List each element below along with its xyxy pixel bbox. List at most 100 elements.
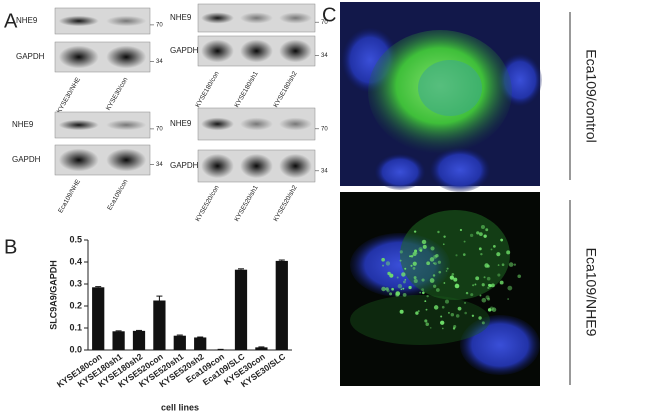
- speckle: [433, 305, 439, 310]
- x-axis-label: cell lines: [161, 402, 199, 412]
- speckle: [429, 327, 432, 329]
- speckle: [386, 289, 390, 293]
- y-tick-label: 0.0: [69, 344, 82, 354]
- bar: [112, 331, 125, 350]
- speckle: [421, 278, 425, 282]
- speckle: [507, 298, 510, 300]
- speckle: [400, 288, 403, 291]
- speckle: [485, 228, 489, 232]
- speckle: [409, 255, 412, 258]
- speckle: [429, 278, 435, 283]
- speckle: [385, 261, 391, 266]
- speckle: [408, 285, 412, 290]
- speckle: [426, 261, 431, 266]
- speckle: [484, 263, 489, 268]
- blot-band: [201, 12, 234, 24]
- marker-label: 34: [156, 59, 163, 65]
- speckle: [491, 283, 495, 288]
- bar: [92, 287, 105, 350]
- blot-band: [58, 148, 99, 172]
- speckle: [385, 287, 389, 291]
- speckle: [481, 283, 485, 287]
- bar: [153, 300, 166, 350]
- band-label: GAPDH: [16, 52, 45, 61]
- lane-label: KYSE520/sh2: [272, 184, 298, 223]
- speckle: [517, 274, 522, 279]
- speckle: [483, 234, 487, 238]
- speckle: [412, 261, 417, 266]
- speckle: [488, 283, 491, 287]
- speckle: [437, 260, 441, 264]
- blot-band: [58, 119, 99, 131]
- speckle: [450, 312, 455, 317]
- speckle: [440, 320, 445, 325]
- speckle: [381, 257, 385, 262]
- bar: [234, 269, 248, 350]
- speckle: [487, 297, 491, 301]
- speckle: [415, 311, 419, 315]
- speckle: [446, 267, 449, 270]
- speckle: [424, 300, 427, 303]
- lane-label: KYSE520/sh1: [233, 184, 259, 223]
- speckle: [508, 262, 514, 267]
- speckle: [499, 280, 504, 285]
- blot-band: [279, 39, 312, 63]
- image-label: Eca109/control: [583, 49, 599, 142]
- speckle: [500, 238, 504, 242]
- speckle: [435, 288, 440, 292]
- speckle: [497, 273, 501, 277]
- speckle: [402, 287, 405, 290]
- speckle: [453, 277, 458, 282]
- speckle: [443, 282, 446, 284]
- speckle: [429, 257, 435, 262]
- speckle: [478, 247, 482, 251]
- speckle: [433, 254, 437, 259]
- speckle: [455, 314, 460, 318]
- speckle: [432, 262, 435, 265]
- lane-label: KYSE180/sh1: [233, 70, 259, 109]
- blot-band: [240, 12, 273, 24]
- speckle: [481, 321, 485, 325]
- band-label: GAPDH: [170, 161, 199, 170]
- marker-label: 34: [321, 168, 328, 174]
- y-tick-label: 0.3: [69, 278, 82, 288]
- speckle: [396, 276, 399, 279]
- marker-label: 70: [156, 22, 163, 28]
- speckle: [414, 249, 418, 253]
- band-label: NHE9: [170, 119, 192, 128]
- blot-band: [240, 117, 273, 131]
- speckle: [478, 316, 482, 320]
- speckle: [506, 250, 511, 255]
- speckle: [440, 315, 443, 318]
- speckle: [421, 288, 425, 292]
- speckle: [389, 292, 393, 296]
- speckle: [485, 295, 490, 300]
- speckle: [475, 276, 480, 281]
- speckle: [462, 253, 466, 257]
- speckle: [513, 263, 517, 266]
- blot-band: [240, 39, 273, 63]
- speckle: [449, 275, 455, 280]
- speckle: [399, 309, 404, 314]
- blot-band: [106, 45, 147, 69]
- blot-band: [201, 153, 234, 179]
- band-label: GAPDH: [12, 155, 41, 164]
- speckle: [493, 245, 496, 248]
- speckle: [419, 291, 421, 294]
- blot-band: [279, 153, 312, 179]
- speckle: [483, 276, 486, 279]
- speckle: [486, 276, 491, 281]
- speckle: [454, 283, 460, 289]
- lane-label: KYSE180/con: [194, 70, 220, 109]
- speckle: [474, 283, 477, 286]
- speckle: [452, 327, 456, 330]
- marker-label: 34: [156, 162, 163, 168]
- speckle: [422, 291, 425, 295]
- speckle: [381, 286, 386, 292]
- speckle: [487, 308, 492, 312]
- speckle: [417, 310, 420, 313]
- speckle: [419, 249, 423, 252]
- blot-band: [201, 39, 234, 63]
- speckle: [410, 264, 413, 267]
- speckle: [413, 230, 417, 233]
